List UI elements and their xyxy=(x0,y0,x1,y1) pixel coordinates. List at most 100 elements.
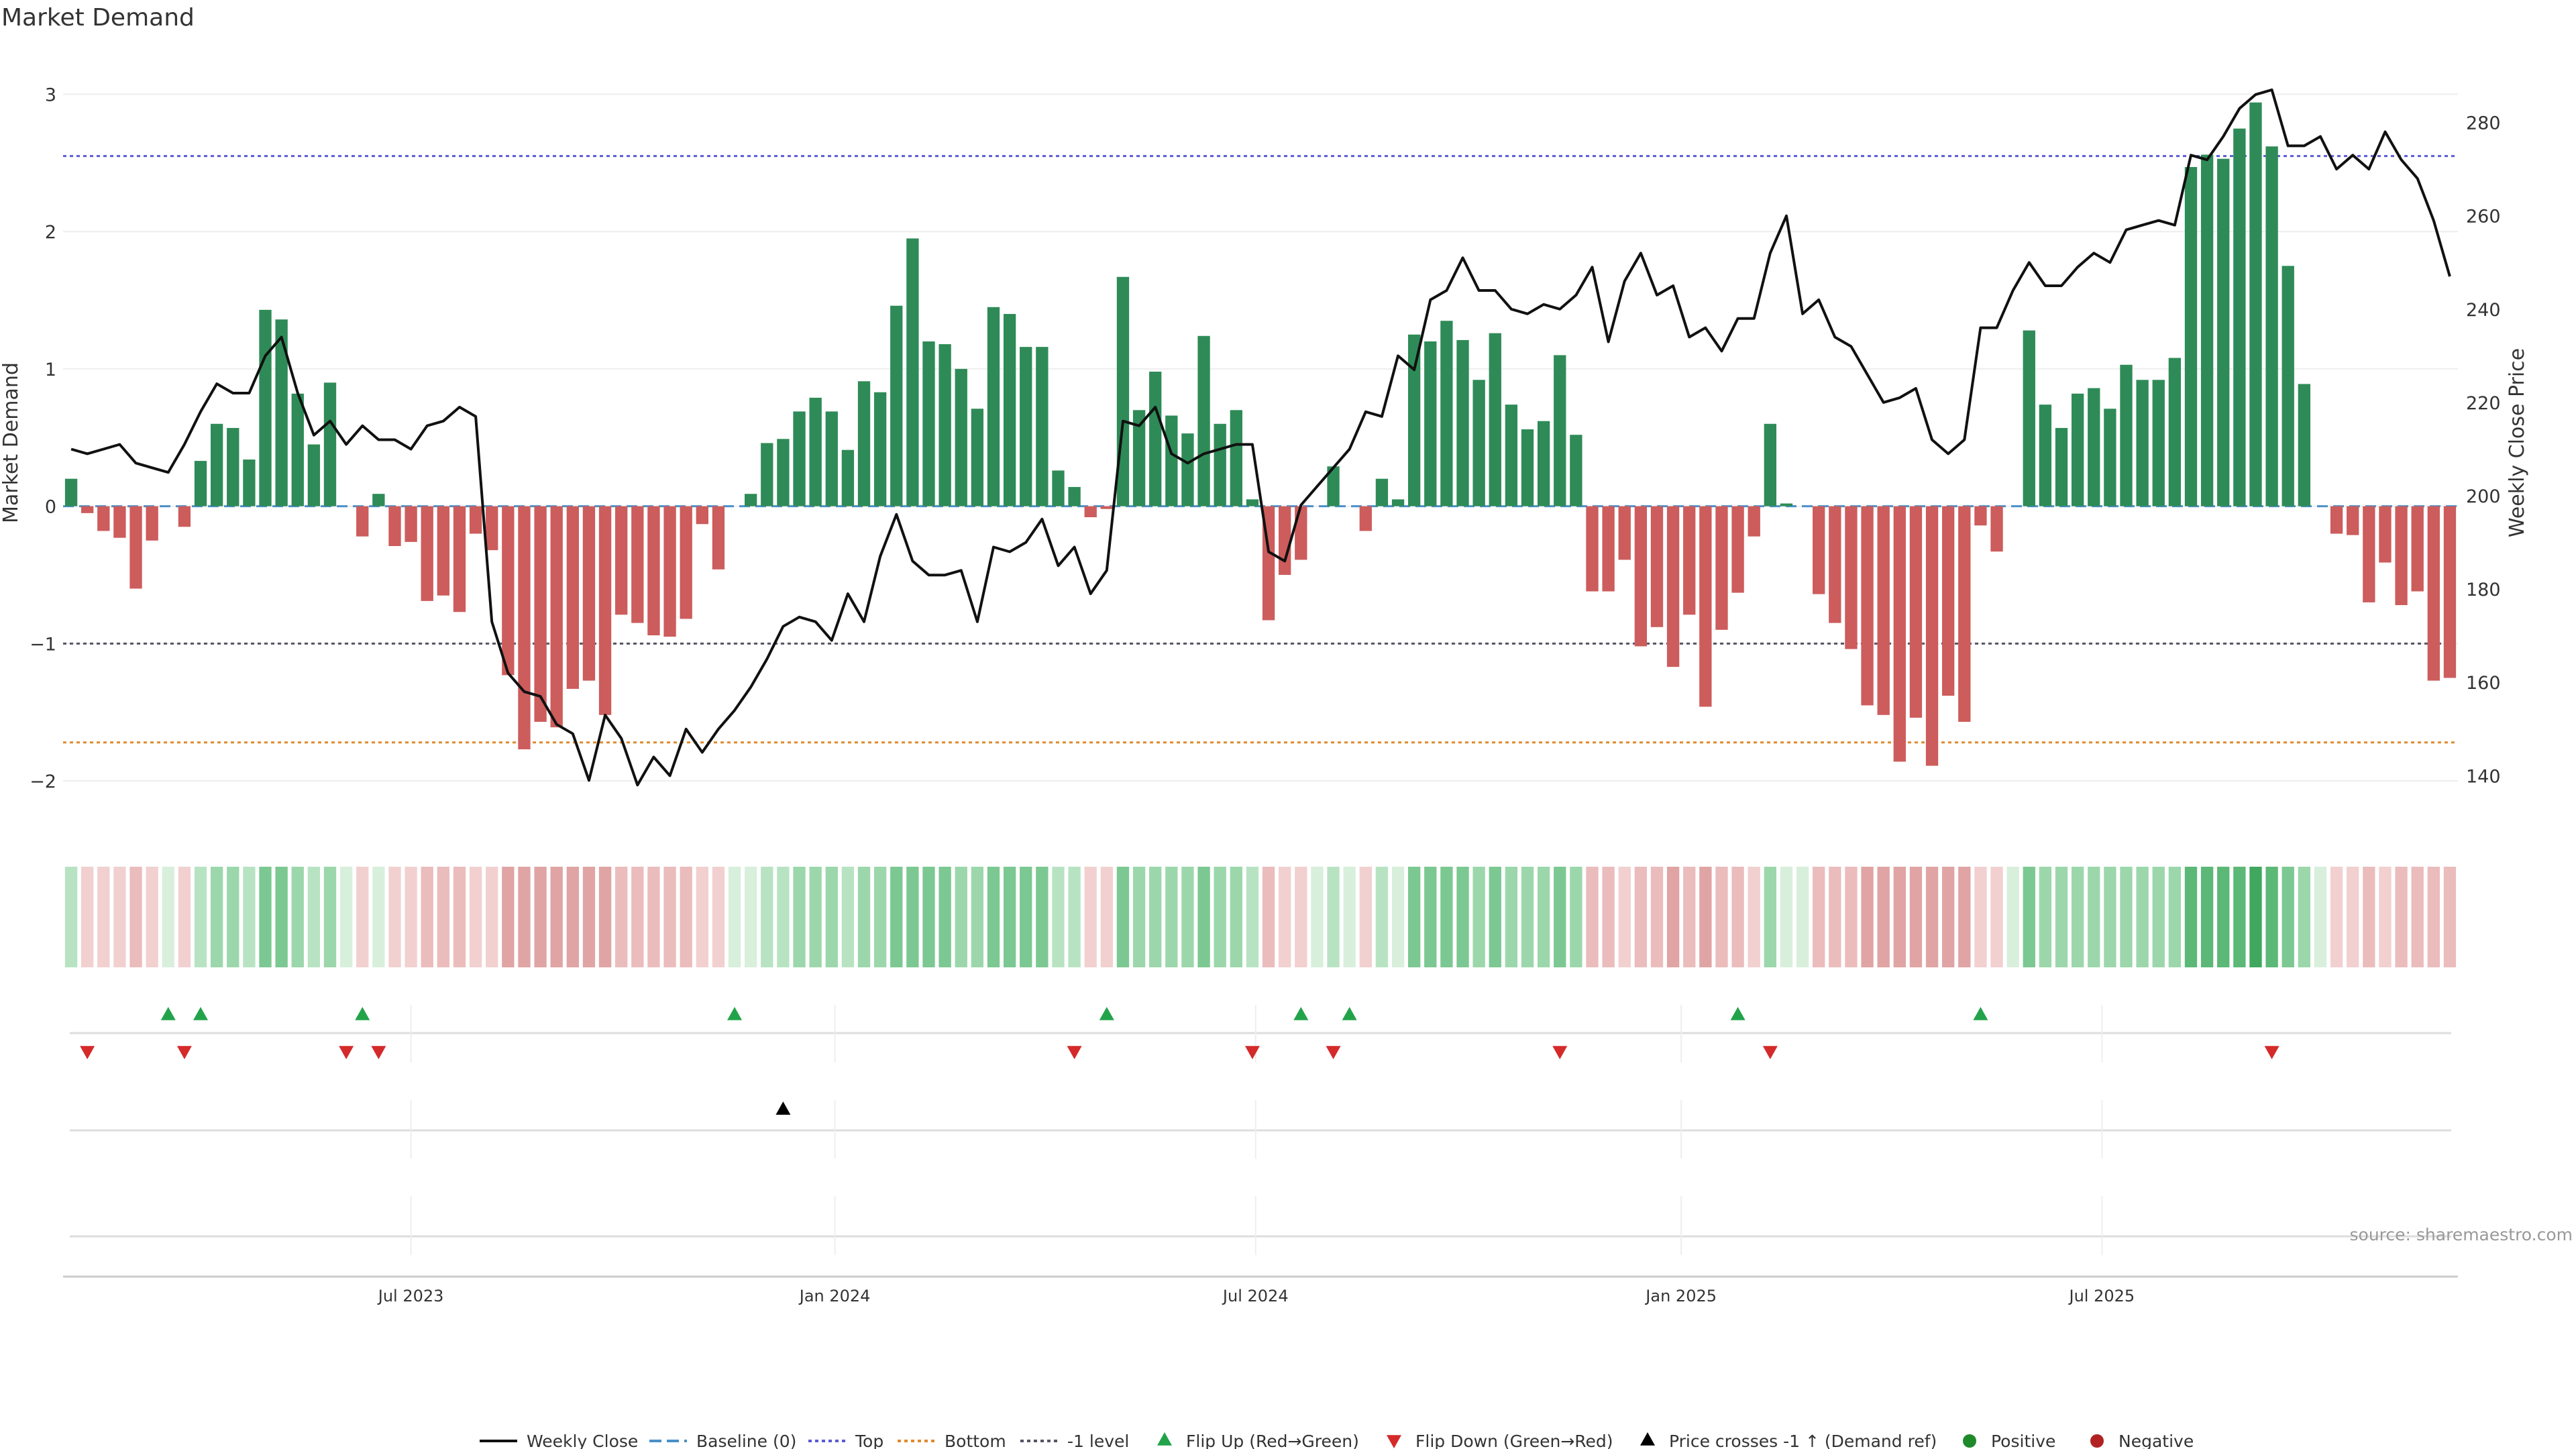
demand-bar xyxy=(356,506,369,537)
demand-bar xyxy=(388,506,401,546)
demand-bar xyxy=(2055,427,2068,506)
demand-strip-cell xyxy=(906,867,919,967)
demand-strip-cell xyxy=(566,867,579,967)
demand-bar xyxy=(1084,506,1097,517)
demand-strip-cell xyxy=(1683,867,1696,967)
demand-strip-cell xyxy=(712,867,725,967)
demand-bar xyxy=(453,506,466,612)
demand-strip-cell xyxy=(1181,867,1194,967)
demand-bar xyxy=(2249,102,2262,506)
demand-strip-cell xyxy=(1375,867,1389,967)
demand-strip-cell xyxy=(437,867,450,967)
demand-bar xyxy=(1634,506,1648,647)
demand-bar xyxy=(1375,478,1389,506)
demand-bar xyxy=(938,344,951,506)
demand-bar xyxy=(971,409,984,506)
demand-bar xyxy=(615,506,628,615)
demand-strip-cell xyxy=(2136,867,2149,967)
demand-strip-cell xyxy=(1893,867,1906,967)
demand-bar xyxy=(906,238,919,506)
demand-strip-cell xyxy=(2298,867,2311,967)
demand-strip-cell xyxy=(1990,867,2003,967)
demand-strip-cell xyxy=(1521,867,1534,967)
demand-bar xyxy=(631,506,644,623)
demand-strip-cell xyxy=(1489,867,1501,967)
y2-tick-label: 280 xyxy=(2466,113,2501,134)
source-note: source: sharemaestro.com xyxy=(2350,1225,2573,1244)
demand-bar xyxy=(1100,506,1114,509)
demand-strip-cell xyxy=(1748,867,1760,967)
demand-bar xyxy=(1407,334,1421,506)
demand-strip-cell xyxy=(2347,867,2359,967)
demand-bar xyxy=(129,506,142,589)
demand-strip-cell xyxy=(1311,867,1324,967)
demand-bar xyxy=(1537,421,1550,506)
demand-bar xyxy=(598,506,612,715)
demand-strip-cell xyxy=(2411,867,2424,967)
demand-bar xyxy=(841,449,855,506)
demand-strip-cell xyxy=(81,867,94,967)
demand-strip-cell xyxy=(2395,867,2408,967)
demand-bar xyxy=(777,439,790,506)
demand-strip-cell xyxy=(2104,867,2116,967)
demand-strip-cell xyxy=(1246,867,1259,967)
demand-bar xyxy=(1359,506,1372,531)
flip-down-marker xyxy=(80,1046,95,1059)
demand-strip-cell xyxy=(259,867,272,967)
demand-strip-cell xyxy=(793,867,806,967)
demand-strip-cell xyxy=(1279,867,1291,967)
demand-bar xyxy=(857,381,871,506)
demand-bar xyxy=(2168,358,2182,506)
demand-strip-cell xyxy=(2427,867,2440,967)
demand-strip-cell xyxy=(307,867,321,967)
demand-strip-cell xyxy=(162,867,174,967)
demand-strip-cell xyxy=(1764,867,1776,967)
demand-strip-cell xyxy=(873,867,887,967)
demand-strip-cell xyxy=(550,867,563,967)
price-cross-marker xyxy=(775,1102,791,1115)
demand-strip-cell xyxy=(97,867,110,967)
demand-strip-cell xyxy=(453,867,466,967)
demand-bar xyxy=(243,460,256,506)
demand-bar xyxy=(1327,466,1340,506)
y-tick-label: −2 xyxy=(30,771,56,792)
demand-strip-cell xyxy=(987,867,1000,967)
x-tick-label: Jan 2025 xyxy=(1644,1287,1717,1305)
flip-down-marker xyxy=(339,1046,354,1059)
demand-strip-cell xyxy=(890,867,903,967)
demand-bar xyxy=(2104,409,2116,506)
demand-strip-cell xyxy=(647,867,660,967)
demand-bar xyxy=(1958,506,1971,722)
y2-tick-label: 240 xyxy=(2466,300,2501,321)
flip-up-marker xyxy=(1342,1007,1357,1020)
demand-bar xyxy=(1748,506,1760,537)
demand-strip-cell xyxy=(2088,867,2100,967)
demand-strip-cell xyxy=(2039,867,2052,967)
demand-bar xyxy=(2443,506,2457,678)
demand-strip-cell xyxy=(1456,867,1469,967)
demand-bar xyxy=(2282,266,2294,506)
demand-bar xyxy=(1489,333,1501,506)
demand-bar xyxy=(1861,506,1874,706)
demand-strip-cell xyxy=(518,867,531,967)
demand-strip-cell xyxy=(1052,867,1065,967)
demand-strip-cell xyxy=(1440,867,1453,967)
demand-strip-cell xyxy=(2314,867,2327,967)
demand-bar xyxy=(2411,506,2424,592)
legend-price-cross-swatch xyxy=(1640,1432,1655,1446)
demand-bar xyxy=(210,423,223,506)
demand-strip-cell xyxy=(2249,867,2262,967)
x-tick-label: Jul 2025 xyxy=(2068,1287,2135,1305)
legend-label: Positive xyxy=(1991,1432,2055,1449)
demand-strip-cell xyxy=(1634,867,1648,967)
demand-bar xyxy=(421,506,433,601)
demand-bar xyxy=(1424,341,1437,506)
demand-bar xyxy=(1666,506,1680,667)
demand-bar xyxy=(502,506,515,676)
y-tick-label: 3 xyxy=(45,85,56,105)
demand-bar xyxy=(2395,506,2408,606)
demand-strip-cell xyxy=(1699,867,1712,967)
demand-bar xyxy=(1877,506,1890,715)
demand-strip-cell xyxy=(291,867,304,967)
demand-strip-cell xyxy=(2282,867,2294,967)
